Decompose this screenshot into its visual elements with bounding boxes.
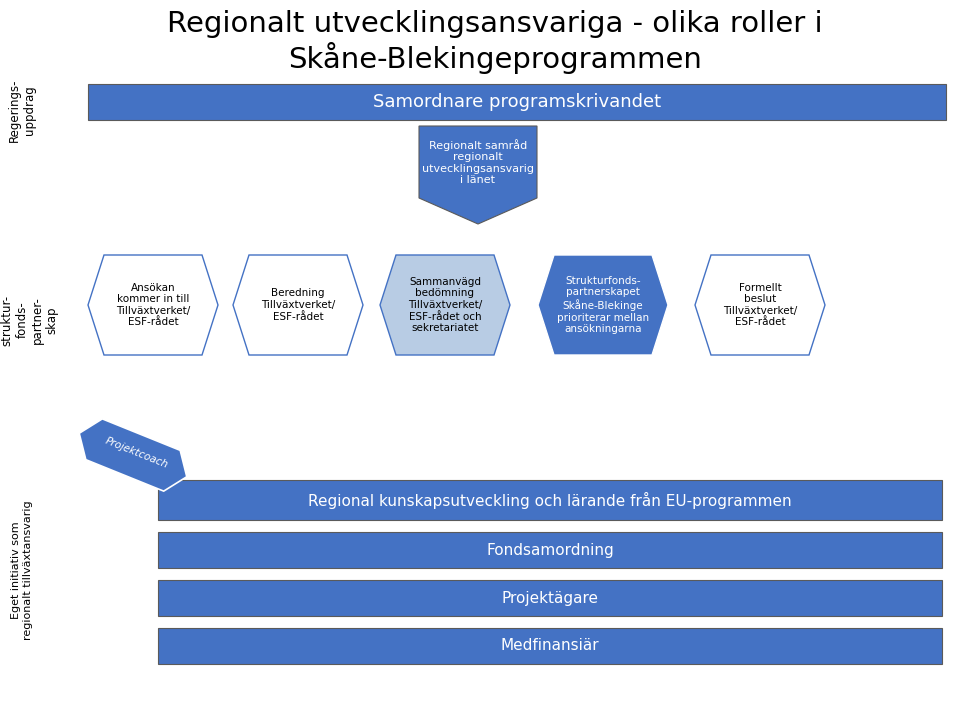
- Bar: [158, 628, 942, 664]
- Polygon shape: [538, 255, 668, 355]
- Bar: [158, 480, 942, 520]
- Polygon shape: [695, 255, 825, 355]
- Polygon shape: [419, 126, 537, 224]
- Text: Samordnare programskrivandet: Samordnare programskrivandet: [372, 93, 661, 111]
- Text: Fondsamordning: Fondsamordning: [486, 543, 613, 558]
- Polygon shape: [88, 255, 218, 355]
- Text: Projektägare: Projektägare: [501, 590, 598, 605]
- Text: Sammanvägd
bedömning
Tillväxtverket/
ESF-rådet och
sekretariatet: Sammanvägd bedömning Tillväxtverket/ ESF…: [408, 277, 482, 333]
- Text: Lagen om
struktur-
fonds-
partner-
skap: Lagen om struktur- fonds- partner- skap: [0, 291, 59, 349]
- Text: Regionalt samråd
regionalt
utvecklingsansvarig
i länet: Regionalt samråd regionalt utvecklingsan…: [422, 138, 534, 185]
- Bar: [158, 580, 942, 616]
- Text: Projektcoach: Projektcoach: [104, 436, 170, 470]
- Text: Formellt
beslut
Tillväxtverket/
ESF-rådet: Formellt beslut Tillväxtverket/ ESF-råde…: [723, 282, 797, 327]
- Text: Strukturfonds-
partnerskapet
Skåne-Blekinge
prioriterar mellan
ansökningarna: Strukturfonds- partnerskapet Skåne-Bleki…: [557, 276, 649, 334]
- Text: Medfinansiär: Medfinansiär: [501, 639, 599, 654]
- Polygon shape: [380, 255, 510, 355]
- Text: Beredning
Tillväxtverket/
ESF-rådet: Beredning Tillväxtverket/ ESF-rådet: [261, 288, 335, 322]
- Text: Regerings-
uppdrag: Regerings- uppdrag: [8, 78, 36, 142]
- Bar: [88, 84, 946, 120]
- Text: Ansökan
kommer in till
Tillväxtverket/
ESF-rådet: Ansökan kommer in till Tillväxtverket/ E…: [116, 282, 190, 327]
- Text: Skåne-Blekingeprogrammen: Skåne-Blekingeprogrammen: [288, 42, 702, 74]
- Text: Regionalt utvecklingsansvariga - olika roller i: Regionalt utvecklingsansvariga - olika r…: [167, 10, 823, 38]
- Text: Eget initiativ som
regionalt tillväxtansvarig: Eget initiativ som regionalt tillväxtans…: [12, 501, 33, 640]
- Bar: [158, 532, 942, 568]
- Text: Regional kunskapsutveckling och lärande från EU-programmen: Regional kunskapsutveckling och lärande …: [308, 491, 792, 508]
- Polygon shape: [233, 255, 363, 355]
- Polygon shape: [80, 419, 187, 491]
